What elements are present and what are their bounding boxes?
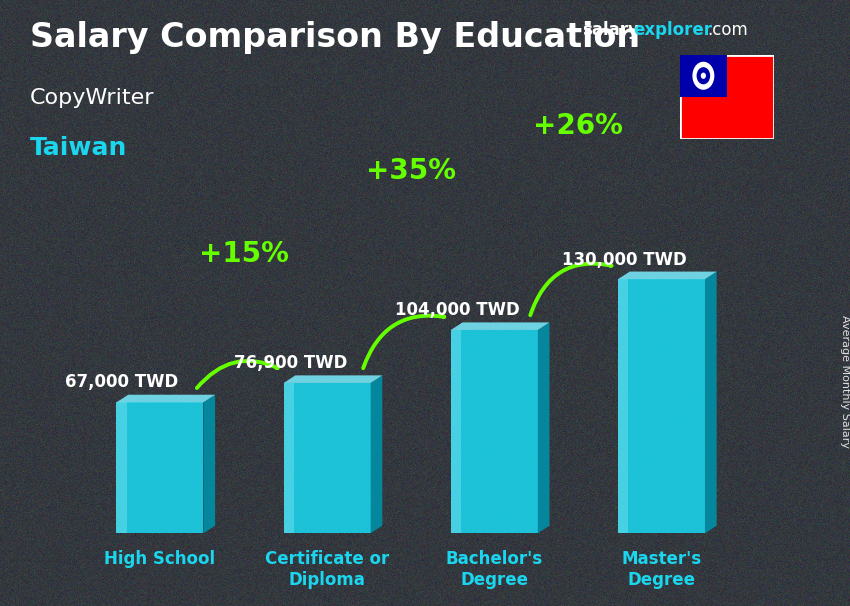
Text: 67,000 TWD: 67,000 TWD [65, 373, 178, 391]
Text: +26%: +26% [533, 112, 623, 140]
Polygon shape [284, 383, 371, 533]
Text: CopyWriter: CopyWriter [30, 88, 154, 108]
Polygon shape [618, 271, 717, 279]
Polygon shape [116, 402, 127, 533]
Text: +35%: +35% [366, 156, 456, 185]
Polygon shape [618, 279, 705, 533]
Polygon shape [203, 395, 215, 533]
Polygon shape [116, 402, 203, 533]
Circle shape [701, 73, 706, 78]
FancyArrowPatch shape [197, 361, 278, 388]
Text: Salary Comparison By Education: Salary Comparison By Education [30, 21, 640, 54]
Polygon shape [284, 383, 294, 533]
Polygon shape [538, 322, 549, 533]
Polygon shape [371, 375, 383, 533]
Text: 104,000 TWD: 104,000 TWD [395, 301, 520, 319]
Text: +15%: +15% [199, 240, 288, 268]
Polygon shape [705, 271, 717, 533]
Polygon shape [284, 375, 382, 383]
Polygon shape [450, 330, 461, 533]
Polygon shape [450, 330, 538, 533]
Text: Average Monthly Salary: Average Monthly Salary [840, 315, 850, 448]
Text: explorer: explorer [633, 21, 712, 39]
Text: Taiwan: Taiwan [30, 136, 127, 161]
Circle shape [693, 62, 714, 89]
FancyArrowPatch shape [530, 264, 611, 315]
Polygon shape [116, 395, 215, 402]
Polygon shape [450, 322, 549, 330]
Polygon shape [618, 279, 628, 533]
Text: 130,000 TWD: 130,000 TWD [563, 251, 687, 270]
FancyArrowPatch shape [363, 316, 445, 368]
Text: salary: salary [582, 21, 639, 39]
Text: 76,900 TWD: 76,900 TWD [234, 354, 347, 372]
Bar [680, 55, 727, 97]
Circle shape [697, 68, 710, 84]
Text: .com: .com [707, 21, 748, 39]
